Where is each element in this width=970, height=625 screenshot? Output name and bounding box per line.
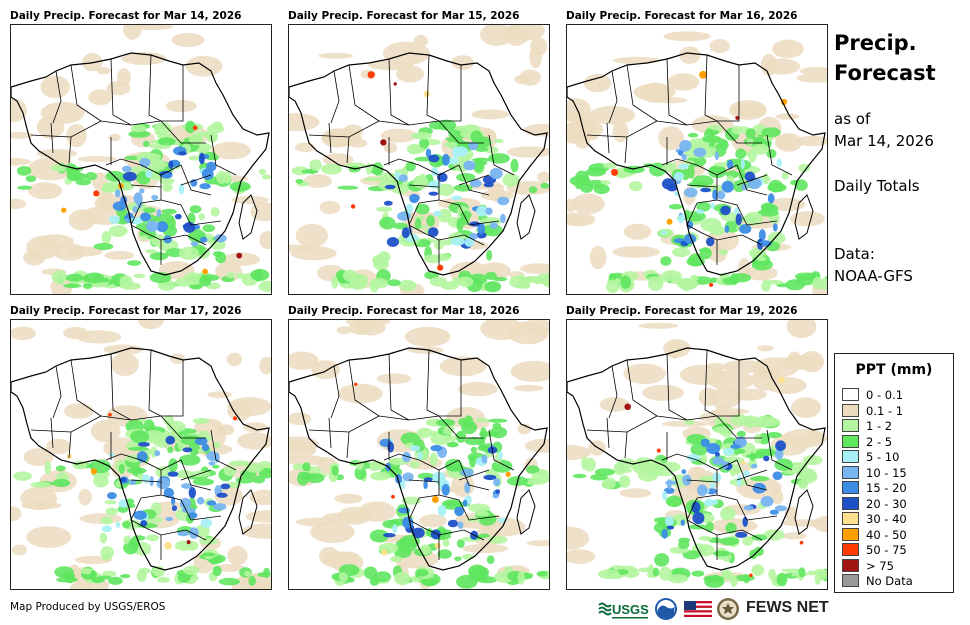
legend-label: 15 - 20 — [866, 481, 907, 495]
precip-map — [10, 319, 272, 590]
legend-label: 1 - 2 — [866, 419, 893, 433]
legend-swatch — [842, 574, 859, 587]
daily-totals-label: Daily Totals — [834, 177, 920, 195]
legend-label: 0 - 0.1 — [866, 388, 904, 402]
panel-title: Daily Precip. Forecast for Mar 16, 2026 — [566, 10, 798, 22]
legend-label: No Data — [866, 574, 913, 588]
legend-label: 40 - 50 — [866, 527, 907, 542]
precip-map — [566, 24, 828, 295]
africa-precip-map — [289, 25, 549, 294]
fews-net-logo: FEWS NET — [746, 599, 829, 616]
usgs-logo-icon: USGS — [598, 602, 649, 619]
data-label: Data: — [834, 245, 875, 263]
as-of-date: Mar 14, 2026 — [834, 132, 934, 150]
legend-title: PPT (mm) — [855, 362, 933, 378]
legend-swatch — [842, 388, 859, 401]
legend-label: 2 - 5 — [866, 434, 893, 449]
data-source: NOAA-GFS — [834, 267, 913, 285]
map-credit: Map Produced by USGS/EROS — [10, 601, 166, 613]
precip-map — [10, 24, 272, 295]
side-title: Precip. Forecast — [834, 28, 936, 88]
legend-swatch — [842, 481, 859, 494]
africa-precip-map — [289, 320, 549, 589]
legend-item: 2 - 5 — [842, 434, 893, 450]
side-title-line2: Forecast — [834, 61, 936, 85]
legend-label: 10 - 15 — [866, 465, 907, 480]
as-of-block: as of Mar 14, 2026 — [834, 108, 934, 152]
usgs-logo: USGS — [598, 597, 650, 621]
legend-item: 40 - 50 — [842, 527, 907, 543]
legend-label: 5 - 10 — [866, 450, 900, 464]
state-dept-seal-icon — [716, 597, 740, 621]
legend-swatch — [842, 512, 859, 525]
data-source-block: Data: NOAA-GFS — [834, 243, 913, 287]
legend-item: 20 - 30 — [842, 496, 907, 512]
precip-map — [288, 319, 550, 590]
legend-item: 0 - 0.1 — [842, 388, 903, 403]
legend-item: 5 - 10 — [842, 450, 899, 465]
legend-swatch — [842, 543, 859, 556]
legend-item: 10 - 15 — [842, 465, 907, 481]
legend-swatch — [842, 558, 859, 572]
legend-label: 0.1 - 1 — [866, 403, 904, 418]
legend-item: No Data — [842, 574, 913, 589]
noaa-logo — [654, 597, 678, 621]
us-flag-icon — [684, 601, 712, 625]
africa-precip-map — [567, 320, 827, 588]
legend-label: 30 - 40 — [866, 512, 907, 526]
legend-item: 0.1 - 1 — [842, 403, 904, 419]
panel-title: Daily Precip. Forecast for Mar 17, 2026 — [10, 305, 242, 317]
legend-swatch — [842, 496, 859, 510]
panel-title: Daily Precip. Forecast for Mar 19, 2026 — [566, 305, 798, 317]
legend-swatch — [842, 403, 859, 417]
legend-item: 1 - 2 — [842, 419, 892, 434]
as-of-label: as of — [834, 110, 871, 128]
panel-title: Daily Precip. Forecast for Mar 14, 2026 — [10, 10, 242, 22]
legend-swatch — [842, 450, 859, 463]
panel-title: Daily Precip. Forecast for Mar 18, 2026 — [288, 305, 520, 317]
precip-map — [566, 319, 828, 590]
africa-precip-map — [11, 25, 271, 294]
legend-swatch — [842, 419, 859, 432]
legend-item: 50 - 75 — [842, 543, 907, 558]
side-title-line1: Precip. — [834, 31, 917, 55]
legend-label: 50 - 75 — [866, 543, 907, 557]
legend-swatch — [842, 434, 859, 448]
legend-label: 20 - 30 — [866, 496, 907, 511]
legend-item: 30 - 40 — [842, 512, 907, 527]
legend-label: > 75 — [866, 558, 894, 573]
legend-item: 15 - 20 — [842, 481, 907, 496]
precip-map — [288, 24, 550, 295]
africa-precip-map — [11, 320, 271, 589]
legend-item: > 75 — [842, 558, 894, 574]
noaa-logo-icon — [655, 598, 677, 620]
panel-title: Daily Precip. Forecast for Mar 15, 2026 — [288, 10, 520, 22]
legend-swatch — [842, 465, 859, 479]
legend-swatch — [842, 527, 859, 541]
usgs-logo-text: USGS — [612, 602, 649, 617]
logo-strip: USGS FEWS NET — [598, 597, 829, 621]
africa-precip-map — [567, 31, 827, 294]
